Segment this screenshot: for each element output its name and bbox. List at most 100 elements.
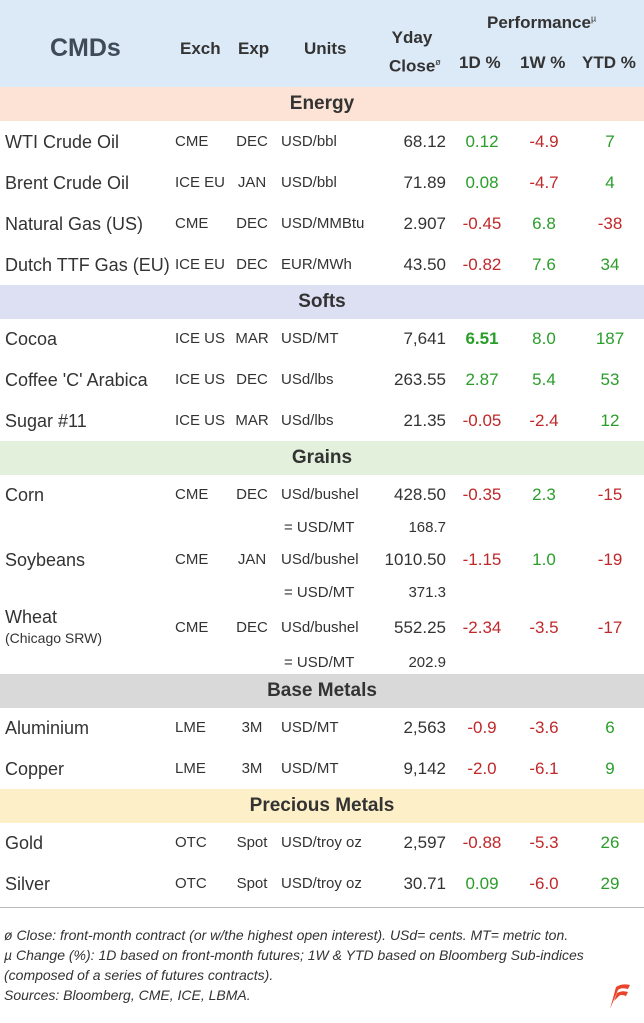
row-close: 43.50 xyxy=(403,255,446,274)
row-name: Gold xyxy=(5,833,44,853)
conversion-close: 168.7 xyxy=(408,519,446,536)
col-header-ytd: YTD % xyxy=(582,53,636,72)
row-exch: ICE US xyxy=(175,330,226,347)
row-change-1d: 0.12 xyxy=(465,132,499,151)
row-exp: JAN xyxy=(237,174,267,191)
table-row: Cocoa ICE US MAR USD/MT 7,641 6.51 8.0 187 xyxy=(0,319,644,359)
col-header-yday-close: Yday Closeø xyxy=(389,26,441,79)
row-close: 7,641 xyxy=(403,329,446,348)
row-close: 2,597 xyxy=(403,833,446,852)
yday-line2: Close xyxy=(389,56,436,76)
row-change-1w: 7.6 xyxy=(532,255,556,274)
row-change-ytd: 6 xyxy=(605,718,615,737)
table-row: Silver OTC Spot USD/troy oz 30.71 0.09 -6.0 29 xyxy=(0,864,644,904)
row-change-1d: -0.45 xyxy=(462,214,502,233)
row-change-1w: -6.0 xyxy=(529,874,559,893)
row-exp: DEC xyxy=(236,133,268,150)
row-exch: OTC xyxy=(175,834,207,851)
row-change-1d: 6.51 xyxy=(465,329,499,348)
yday-mark: ø xyxy=(435,57,441,67)
perf-mark: µ xyxy=(590,13,597,24)
row-exch: LME xyxy=(175,719,206,736)
table-row: Aluminium LME 3M USD/MT 2,563 -0.9 -3.6 6 xyxy=(0,708,644,748)
row-change-1d: 2.87 xyxy=(465,370,499,389)
row-close: 2.907 xyxy=(403,214,446,233)
row-units: USd/bushel xyxy=(281,551,359,568)
row-change-ytd: 53 xyxy=(600,370,620,389)
page-title: CMDs xyxy=(50,34,121,62)
table-row: Sugar #11 ICE US MAR USd/lbs 21.35 -0.05 -2.4 1… xyxy=(0,401,644,441)
conversion-row: = USD/MT 168.7 xyxy=(0,513,644,543)
row-change-ytd: 187 xyxy=(595,329,625,348)
row-change-1w: 6.8 xyxy=(532,214,556,233)
col-header-1w: 1W % xyxy=(520,53,566,72)
row-units: EUR/MWh xyxy=(281,256,352,273)
row-units: USD/MT xyxy=(281,760,339,777)
row-change-1d: -0.82 xyxy=(462,255,502,274)
row-name: Dutch TTF Gas (EU) xyxy=(5,255,170,275)
row-units: USd/lbs xyxy=(281,371,334,388)
row-change-1w: -3.5 xyxy=(529,618,559,637)
row-exch: ICE EU xyxy=(175,174,226,191)
row-change-ytd: -15 xyxy=(597,485,623,504)
table-row: Copper LME 3M USD/MT 9,142 -2.0 -6.1 9 xyxy=(0,749,644,789)
flag-logo-icon xyxy=(610,984,630,1009)
row-change-ytd: 4 xyxy=(605,173,615,192)
row-close: 68.12 xyxy=(403,132,446,151)
row-name: Cocoa xyxy=(5,329,58,349)
conversion-units: = USD/MT xyxy=(284,654,355,671)
row-change-1d: -1.15 xyxy=(462,550,502,569)
row-close: 30.71 xyxy=(403,874,446,893)
row-change-1w: -4.9 xyxy=(529,132,559,151)
row-change-ytd: -17 xyxy=(597,618,623,637)
row-change-ytd: -38 xyxy=(597,214,623,233)
row-change-1d: -0.88 xyxy=(462,833,502,852)
row-name: Brent Crude Oil xyxy=(5,173,130,193)
footnote-sources: Sources: Bloomberg, CME, ICE, LBMA. xyxy=(4,987,251,1003)
row-exch: OTC xyxy=(175,875,207,892)
row-name: Soybeans xyxy=(5,550,86,570)
row-exch: LME xyxy=(175,760,206,777)
row-change-1d: -2.34 xyxy=(462,618,502,637)
row-units: USD/troy oz xyxy=(281,875,362,892)
table-row: Natural Gas (US) CME DEC USD/MMBtu 2.907 -0.4… xyxy=(0,204,644,244)
row-close: 71.89 xyxy=(403,173,446,192)
row-close: 263.55 xyxy=(394,370,446,389)
row-exp: 3M xyxy=(241,760,263,777)
row-close: 428.50 xyxy=(394,485,446,504)
row-exp: DEC xyxy=(236,371,268,388)
row-units: USd/bushel xyxy=(281,486,359,503)
row-units: USD/bbl xyxy=(281,133,337,150)
conversion-row: = USD/MT 202.9 xyxy=(0,648,644,678)
row-units: USD/MT xyxy=(281,719,339,736)
row-change-1w: -6.1 xyxy=(529,759,559,778)
table-row: Coffee 'C' Arabica ICE US DEC USd/lbs 263.55… xyxy=(0,360,644,400)
row-name: Coffee 'C' Arabica xyxy=(5,370,148,390)
row-units: USD/bbl xyxy=(281,174,337,191)
yday-line1: Yday xyxy=(391,28,433,47)
row-close: 1010.50 xyxy=(384,550,446,569)
row-name: Aluminium xyxy=(5,718,90,738)
row-close: 21.35 xyxy=(403,411,446,430)
row-name: Natural Gas (US) xyxy=(5,214,144,234)
row-name: Silver xyxy=(5,874,51,894)
row-exp: Spot xyxy=(236,875,268,892)
row-change-1w: 8.0 xyxy=(532,329,556,348)
row-change-1d: -2.0 xyxy=(467,759,497,778)
table-row: WTI Crude Oil CME DEC USD/bbl 68.12 0.12 -4.9 7 xyxy=(0,122,644,162)
section-energy: Energy xyxy=(0,87,644,121)
row-change-1w: -2.4 xyxy=(529,411,559,430)
row-exch: ICE US xyxy=(175,412,226,429)
row-change-1w: -5.3 xyxy=(529,833,559,852)
row-exch: CME xyxy=(175,215,209,232)
table-row: Dutch TTF Gas (EU) ICE EU DEC EUR/MWh 43.50-… xyxy=(0,245,644,285)
row-exp: MAR xyxy=(235,412,269,429)
col-header-1d: 1D % xyxy=(459,53,501,72)
row-exch: ICE US xyxy=(175,371,226,388)
footnote-change: µ Change (%): 1D based on front-month fu… xyxy=(4,947,584,983)
section-softs: Softs xyxy=(0,285,644,319)
row-exch: CME xyxy=(175,551,209,568)
row-units: USD/troy oz xyxy=(281,834,362,851)
row-name: Sugar #11 xyxy=(5,411,87,431)
row-close: 2,563 xyxy=(403,718,446,737)
